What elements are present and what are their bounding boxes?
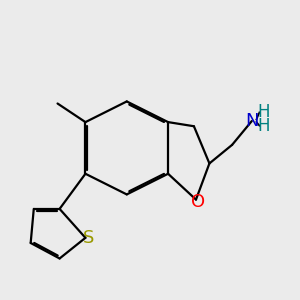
Text: S: S — [83, 229, 94, 247]
Text: H: H — [257, 117, 269, 135]
Text: H: H — [257, 103, 269, 121]
Text: N: N — [245, 112, 259, 130]
Text: O: O — [191, 193, 206, 211]
